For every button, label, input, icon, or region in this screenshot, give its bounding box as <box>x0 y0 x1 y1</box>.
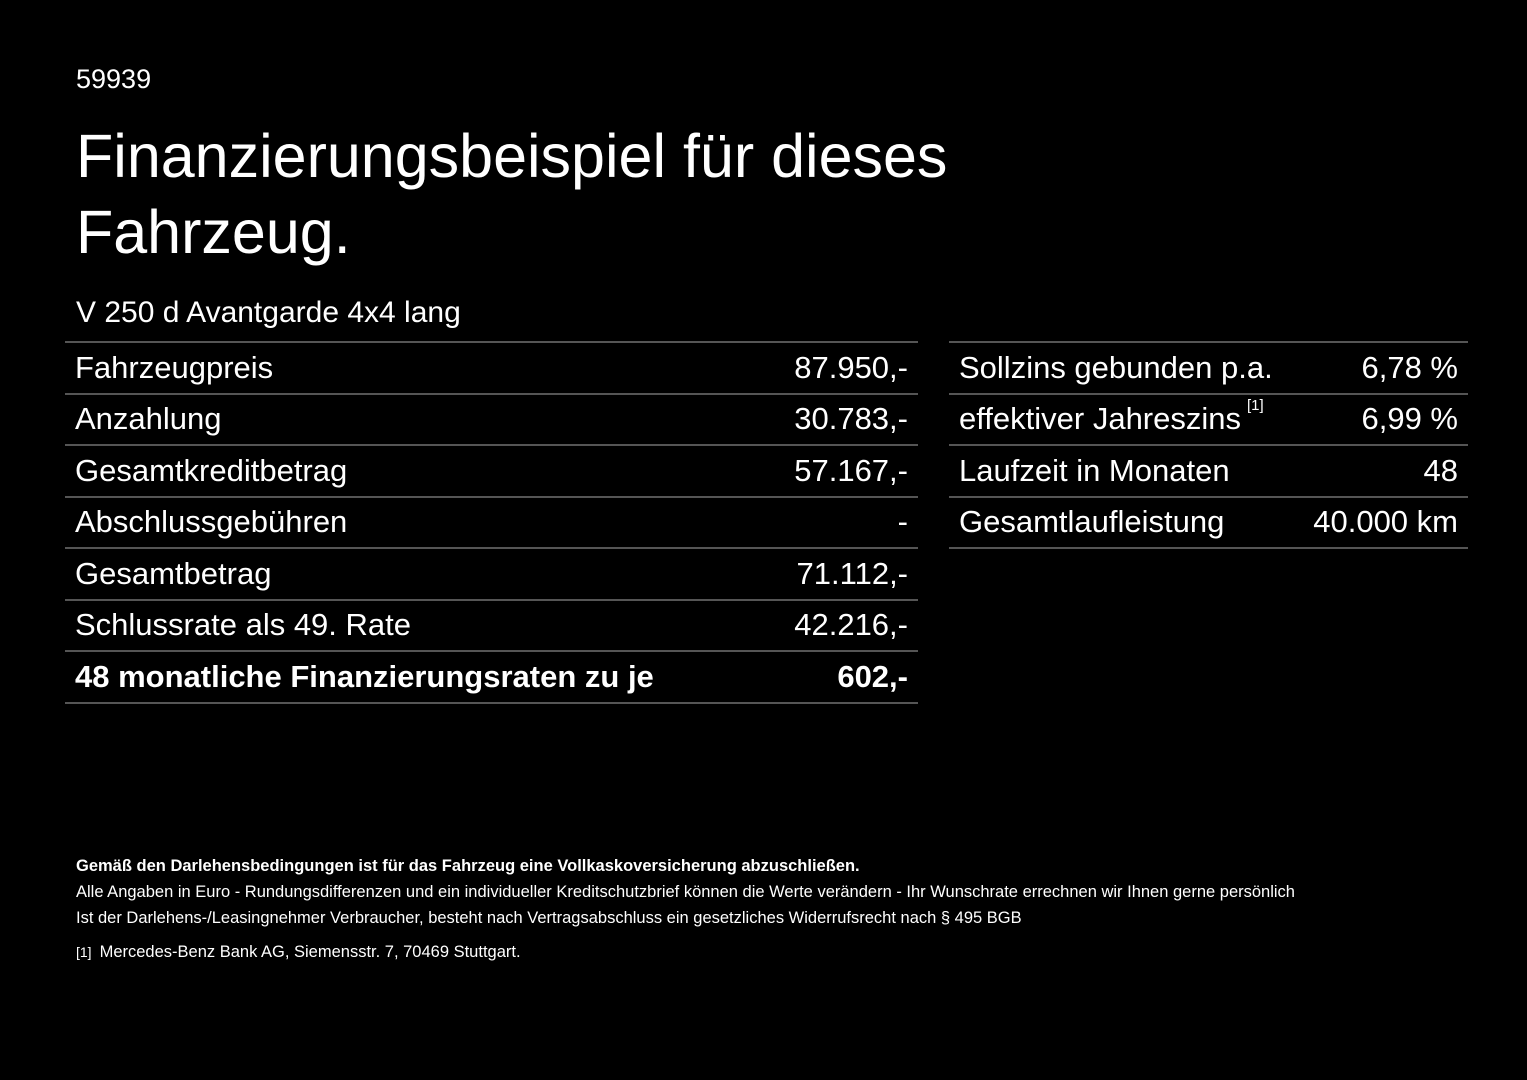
table-row: Laufzeit in Monaten 48 <box>949 446 1468 498</box>
row-value: 57.167,- <box>794 452 908 488</box>
interest-table: Sollzins gebunden p.a. 6,78 % effektiver … <box>949 341 1468 549</box>
table-row: Gesamtlaufleistung 40.000 km <box>949 498 1468 549</box>
row-value: 71.112,- <box>796 555 908 591</box>
table-row: Schlussrate als 49. Rate 42.216,- <box>65 601 918 652</box>
table-row: Fahrzeugpreis 87.950,- <box>65 343 918 395</box>
row-value: 87.950,- <box>794 349 908 385</box>
footnote-text: Mercedes-Benz Bank AG, Siemensstr. 7, 70… <box>99 943 521 961</box>
table-row: Abschlussgebühren - <box>65 498 918 549</box>
row-label: 48 monatliche Finanzierungsraten zu je <box>75 658 654 694</box>
row-label: Abschlussgebühren <box>75 504 348 540</box>
row-label: Anzahlung <box>75 401 222 437</box>
row-value: 40.000 km <box>1313 504 1458 540</box>
monthly-rate-row: 48 monatliche Finanzierungsraten zu je 60… <box>65 652 918 704</box>
row-label: Sollzins gebunden p.a. <box>959 349 1273 385</box>
legal-notes: Gemäß den Darlehensbedingungen ist für d… <box>76 853 1295 965</box>
footnote-ref: [1] <box>1247 397 1264 415</box>
note-line: Alle Angaben in Euro - Rundungsdifferenz… <box>76 883 1295 901</box>
insurance-note: Gemäß den Darlehensbedingungen ist für d… <box>76 857 860 875</box>
row-value: - <box>897 504 908 540</box>
footnote: [1] Mercedes-Benz Bank AG, Siemensstr. 7,… <box>76 939 1295 965</box>
row-value: 30.783,- <box>794 401 908 437</box>
vehicle-model: V 250 d Avantgarde 4x4 lang <box>76 296 461 329</box>
row-label: Laufzeit in Monaten <box>959 452 1230 488</box>
footnote-mark: [1] <box>76 944 92 960</box>
vehicle-code: 59939 <box>76 64 152 94</box>
table-row: Sollzins gebunden p.a. 6,78 % <box>949 343 1468 395</box>
row-label: Gesamtkreditbetrag <box>75 452 348 488</box>
table-row: Gesamtbetrag 71.112,- <box>65 549 918 601</box>
table-row: effektiver Jahreszins [1] 6,99 % <box>949 395 1468 446</box>
row-label: Fahrzeugpreis <box>75 349 274 385</box>
note-line: Ist der Darlehens-/Leasingnehmer Verbrau… <box>76 909 1022 927</box>
table-row: Anzahlung 30.783,- <box>65 395 918 446</box>
financing-table: Fahrzeugpreis 87.950,- Anzahlung 30.783,- … <box>65 341 918 704</box>
row-label: Gesamtlaufleistung <box>959 504 1225 540</box>
row-label: effektiver Jahreszins <box>959 401 1241 437</box>
table-row: Gesamtkreditbetrag 57.167,- <box>65 446 918 498</box>
row-label: Gesamtbetrag <box>75 555 272 591</box>
row-label: Schlussrate als 49. Rate <box>75 607 412 643</box>
row-value: 602,- <box>837 658 908 694</box>
page-title: Finanzierungsbeispiel für dieses Fahrzeu… <box>76 122 948 266</box>
row-value: 42.216,- <box>794 607 908 643</box>
row-value: 48 <box>1423 452 1458 488</box>
row-value: 6,99 % <box>1361 401 1458 437</box>
row-value: 6,78 % <box>1361 349 1458 385</box>
